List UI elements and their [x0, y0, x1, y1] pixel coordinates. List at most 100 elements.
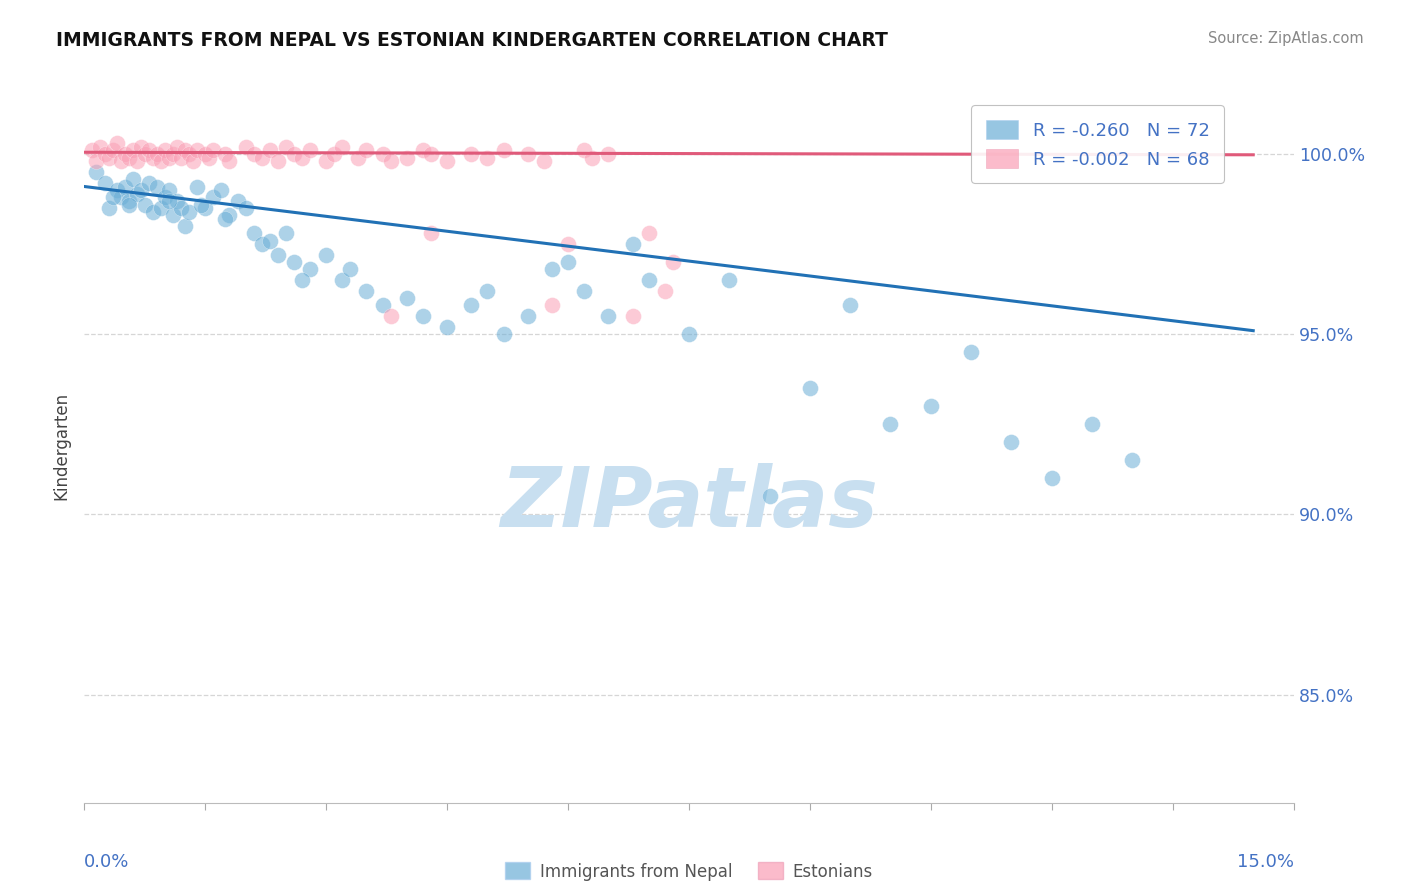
Point — [516, 310, 538, 324]
Point — [157, 194, 180, 208]
Point — [581, 151, 603, 165]
Point — [267, 154, 290, 169]
Point — [839, 298, 862, 312]
Point — [194, 147, 217, 161]
Point — [86, 165, 108, 179]
Point — [242, 227, 264, 241]
Text: 15.0%: 15.0% — [1236, 853, 1294, 871]
Point — [533, 154, 555, 169]
Point — [420, 147, 443, 161]
Point — [1000, 435, 1022, 450]
Point — [250, 237, 273, 252]
Point — [114, 147, 136, 161]
Point — [202, 144, 225, 158]
Point — [179, 147, 201, 161]
Point — [283, 147, 305, 161]
Point — [557, 237, 579, 252]
Point — [516, 147, 538, 161]
Point — [598, 310, 620, 324]
Point — [621, 237, 644, 252]
Point — [412, 310, 434, 324]
Point — [166, 140, 188, 154]
Point — [218, 154, 240, 169]
Point — [97, 201, 120, 215]
Point — [920, 400, 942, 414]
Point — [259, 144, 281, 158]
Point — [572, 144, 595, 158]
Point — [149, 154, 172, 169]
Point — [162, 208, 184, 222]
Point — [138, 144, 160, 158]
Point — [105, 136, 128, 151]
Point — [149, 201, 172, 215]
Point — [380, 310, 402, 324]
Point — [371, 298, 394, 312]
Point — [718, 273, 741, 287]
Point — [879, 417, 901, 432]
Point — [412, 144, 434, 158]
Point — [420, 227, 443, 241]
Point — [654, 284, 676, 298]
Point — [170, 151, 193, 165]
Point — [339, 262, 361, 277]
Point — [129, 140, 152, 154]
Point — [678, 327, 700, 342]
Point — [110, 154, 132, 169]
Point — [105, 183, 128, 197]
Point — [291, 273, 314, 287]
Point — [395, 291, 418, 305]
Point — [637, 273, 659, 287]
Point — [202, 190, 225, 204]
Point — [799, 381, 821, 395]
Point — [142, 151, 165, 165]
Point — [598, 147, 620, 161]
Point — [166, 194, 188, 208]
Point — [186, 179, 208, 194]
Point — [541, 298, 564, 312]
Point — [330, 140, 353, 154]
Point — [436, 154, 458, 169]
Point — [259, 234, 281, 248]
Point — [477, 284, 499, 298]
Point — [118, 151, 141, 165]
Point — [960, 345, 983, 359]
Point — [557, 255, 579, 269]
Point — [492, 327, 515, 342]
Point — [129, 183, 152, 197]
Point — [291, 151, 314, 165]
Point — [242, 147, 264, 161]
Point — [637, 227, 659, 241]
Point — [299, 144, 322, 158]
Point — [146, 147, 169, 161]
Point — [572, 284, 595, 298]
Point — [181, 154, 204, 169]
Point — [121, 172, 143, 186]
Point — [118, 194, 141, 208]
Point — [323, 147, 346, 161]
Point — [436, 320, 458, 334]
Point — [138, 176, 160, 190]
Point — [214, 211, 236, 226]
Point — [1081, 417, 1104, 432]
Text: IMMIGRANTS FROM NEPAL VS ESTONIAN KINDERGARTEN CORRELATION CHART: IMMIGRANTS FROM NEPAL VS ESTONIAN KINDER… — [56, 31, 889, 50]
Point — [235, 140, 257, 154]
Point — [82, 144, 104, 158]
Point — [170, 201, 193, 215]
Point — [356, 144, 378, 158]
Point — [347, 151, 370, 165]
Point — [330, 273, 353, 287]
Point — [93, 147, 115, 161]
Point — [134, 147, 156, 161]
Point — [93, 176, 115, 190]
Legend: Immigrants from Nepal, Estonians: Immigrants from Nepal, Estonians — [498, 855, 880, 888]
Point — [114, 179, 136, 194]
Point — [118, 197, 141, 211]
Point — [174, 144, 197, 158]
Point — [226, 194, 249, 208]
Text: ZIPatlas: ZIPatlas — [501, 463, 877, 543]
Point — [198, 151, 221, 165]
Point — [125, 186, 148, 201]
Point — [101, 144, 124, 158]
Point — [662, 255, 685, 269]
Point — [179, 204, 201, 219]
